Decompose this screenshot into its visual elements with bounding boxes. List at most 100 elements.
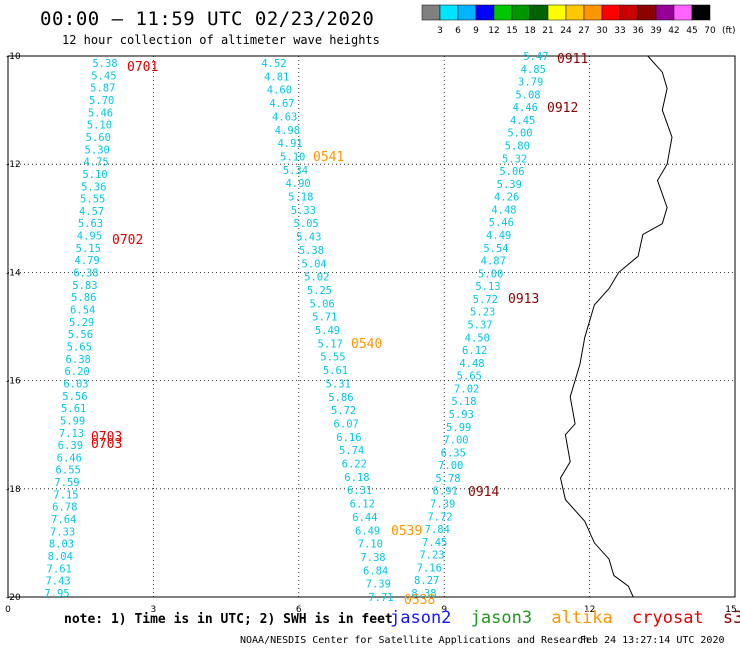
wave-height-value: 5.65 — [457, 371, 482, 383]
legend-cryosat: cryosat — [632, 608, 704, 628]
wave-height-value: 7.59 — [54, 477, 79, 489]
wave-height-value: 5.08 — [515, 89, 540, 101]
map-subtitle: 12 hour collection of altimeter wave hei… — [62, 33, 380, 47]
x-tick-label: 6 — [296, 605, 302, 615]
wave-height-value: 4.45 — [510, 115, 535, 127]
pass-number-label: 0540 — [351, 337, 382, 352]
wave-height-value: 4.57 — [79, 206, 104, 218]
colorbar-label: 21 — [542, 26, 553, 36]
legend-jason3: jason3 — [470, 608, 533, 628]
y-tick-label: -20 — [6, 593, 21, 603]
wave-height-value: 5.10 — [87, 120, 112, 132]
colorbar-label: 12 — [488, 26, 499, 36]
wave-height-value: 8.38 — [411, 588, 436, 600]
wave-height-value: 4.48 — [491, 204, 516, 216]
wave-height-value: 4.26 — [494, 192, 519, 204]
wave-height-value: 5.23 — [470, 307, 495, 319]
wave-height-value: 7.64 — [51, 514, 76, 526]
wave-height-value: 5.63 — [78, 218, 103, 230]
y-tick-label: -18 — [6, 485, 21, 495]
wave-height-value: 7.16 — [417, 562, 442, 574]
colorbar-swatch — [691, 4, 711, 21]
pass-number-label: 0703 — [91, 437, 122, 452]
colorbar-label: 39 — [650, 26, 662, 36]
wave-height-value: 5.65 — [67, 342, 92, 354]
wave-height-value: 6.54 — [70, 305, 95, 317]
wave-height-value: 5.06 — [309, 298, 334, 310]
wave-height-value: 5.72 — [331, 405, 356, 417]
wave-height-value: 7.00 — [443, 435, 468, 447]
wave-height-value: 6.38 — [73, 268, 98, 280]
wave-height-value: 5.61 — [61, 403, 86, 415]
wave-height-value: 5.55 — [320, 352, 345, 364]
wave-height-value: 5.31 — [326, 378, 351, 390]
wave-height-value: 6.55 — [56, 465, 81, 477]
legend-altika: altika — [551, 608, 613, 628]
wave-height-value: 5.00 — [478, 268, 503, 280]
wave-height-value: 4.87 — [481, 256, 506, 268]
wave-height-value: 4.67 — [269, 98, 294, 110]
x-tick-label: 12 — [584, 605, 595, 615]
wave-height-value: 6.16 — [336, 432, 361, 444]
wave-height-value: 6.20 — [64, 366, 89, 378]
pass-number-label: 0701 — [127, 60, 158, 75]
x-tick-label: 9 — [441, 605, 447, 615]
wave-height-value: 7.15 — [53, 489, 78, 501]
wave-height-value: 4.75 — [83, 157, 108, 169]
y-tick-label: -16 — [6, 377, 21, 387]
colorbar-unit: (ft) — [722, 26, 736, 36]
wave-height-value: 5.93 — [449, 409, 474, 421]
wave-height-value: 6.12 — [350, 499, 375, 511]
wave-height-value: 7.61 — [47, 563, 72, 575]
satellite-legend: jason2 jason3 altika cryosat s3a — [390, 608, 740, 628]
wave-height-value: 7.00 — [438, 460, 463, 472]
colorbar-label: 33 — [614, 26, 625, 36]
pass-number-label: 0914 — [468, 485, 499, 500]
wave-height-value: 5.39 — [497, 179, 522, 191]
wave-height-value: 5.46 — [489, 217, 514, 229]
wave-height-value: 5.49 — [315, 325, 340, 337]
wave-height-value: 5.33 — [291, 205, 316, 217]
colorbar-label: 9 — [473, 26, 479, 36]
wave-height-value: 7.33 — [50, 526, 75, 538]
legend-jason2: jason2 — [390, 608, 452, 628]
colorbar-label: 70 — [704, 26, 716, 36]
wave-height-value: 6.22 — [342, 459, 367, 471]
wave-height-value: 7.02 — [454, 383, 479, 395]
wave-height-value: 7.13 — [59, 428, 84, 440]
wave-height-value: 5.38 — [299, 245, 324, 257]
wave-height-value: 7.43 — [45, 576, 70, 588]
wave-height-value: 5.06 — [499, 166, 524, 178]
wave-height-value: 5.34 — [283, 165, 308, 177]
pass-number-label: 0703 — [91, 430, 122, 445]
wave-height-value: 5.36 — [81, 181, 106, 193]
wave-height-value: 5.46 — [88, 107, 113, 119]
wave-height-value: 6.84 — [363, 565, 388, 577]
wave-height-value: 5.13 — [475, 281, 500, 293]
wave-height-value: 4.50 — [465, 332, 490, 344]
wave-height-value: 5.56 — [68, 329, 93, 341]
pass-number-label: 0539 — [391, 524, 422, 539]
colorbar-label: 6 — [455, 26, 461, 36]
wave-height-value: 5.70 — [89, 95, 114, 107]
wave-height-value: 4.91 — [277, 138, 302, 150]
map-title: 00:00 – 11:59 UTC 02/23/2020 — [40, 8, 375, 30]
footer-timestamp: Feb 24 13:27:14 UTC 2020 — [580, 635, 725, 646]
colorbar-label: 30 — [596, 26, 608, 36]
wave-height-value: 4.63 — [272, 111, 297, 123]
wave-height-value: 5.74 — [339, 445, 364, 457]
wave-height-value: 5.15 — [76, 243, 101, 255]
wave-height-value: 5.32 — [502, 153, 527, 165]
wave-height-value: 4.79 — [74, 255, 99, 267]
wave-height-value: 8.03 — [49, 539, 74, 551]
wave-height-value: 6.39 — [58, 440, 83, 452]
wave-height-value: 8.27 — [414, 575, 439, 587]
wave-height-value: 5.02 — [304, 272, 329, 284]
pass-number-label: 0541 — [313, 150, 344, 165]
legend-s3a: s3a — [722, 608, 740, 628]
wave-height-value: 4.81 — [264, 71, 289, 83]
wave-height-value: 5.00 — [507, 128, 532, 140]
wave-height-value: 7.38 — [360, 552, 385, 564]
wave-height-value: 5.30 — [85, 144, 110, 156]
